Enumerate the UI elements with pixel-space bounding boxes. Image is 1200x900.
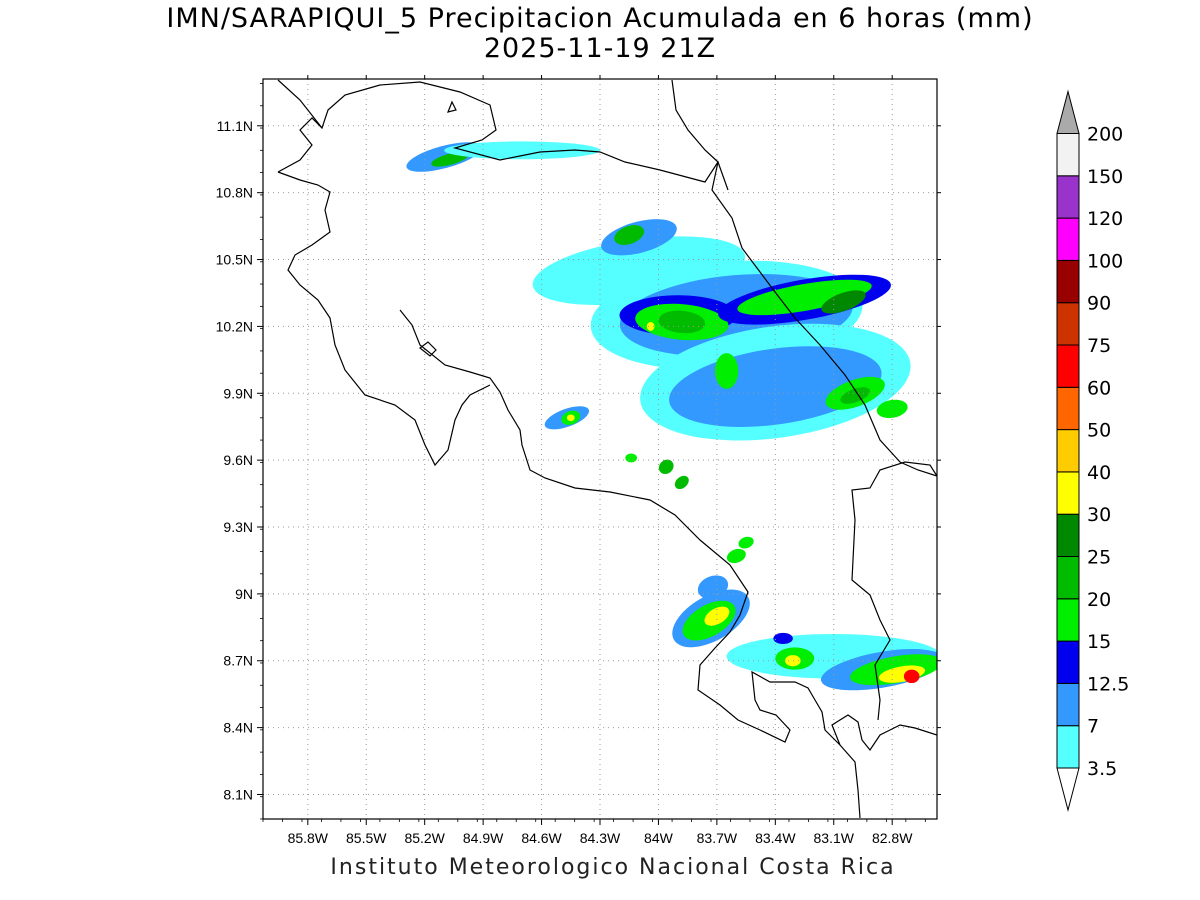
island-north [447, 100, 457, 113]
border-land [671, 79, 719, 163]
precip-cell-level-30 [785, 655, 801, 667]
precip-cell-level-30 [704, 606, 730, 626]
precip-cell-level-30 [646, 321, 655, 331]
precip-cell-level-20 [614, 225, 645, 245]
x-tick-label: 84.9W [463, 830, 504, 846]
coastline-osa [831, 714, 937, 752]
coastline-panama [851, 461, 937, 721]
precip-cell-level-25 [821, 290, 866, 314]
y-tick-label: 9.3N [223, 519, 253, 535]
x-tick-label: 83.1W [814, 830, 855, 846]
y-tick-label: 8.1N [223, 786, 253, 802]
footer-credit: Instituto Meteorologico Nacional Costa R… [330, 855, 896, 880]
y-axis-ticks: 11.1N 10.8N 10.5N 10.2N 9.9N 9.6N 9.3N 9N 8.7N 8.… [216, 83, 941, 820]
precipitation-field [406, 141, 937, 691]
precip-cell-level-15 [726, 548, 746, 564]
colorbar-swatch [1056, 725, 1080, 769]
coastline-north-caribbean [277, 79, 729, 191]
y-tick-label: 8.7N [223, 653, 253, 669]
precip-cell-level-15 [737, 279, 872, 316]
colorbar-swatch [1056, 471, 1080, 515]
y-tick-label: 9.9N [223, 385, 253, 401]
colorbar-swatch [1056, 598, 1080, 642]
x-tick-label: 83.4W [755, 830, 796, 846]
colorbar-swatch [1056, 259, 1080, 304]
precip-cell-level-20 [658, 459, 674, 474]
colorbar-label: 20 [1087, 589, 1111, 611]
precip-cell-level-15 [625, 453, 638, 463]
colorbar-swatch [1056, 133, 1080, 177]
colorbar-label: 12.5 [1087, 673, 1129, 695]
y-tick-label: 10.8N [216, 185, 253, 201]
x-tick-label: 85.8W [288, 830, 329, 846]
x-tick-label: 82.8W [872, 830, 913, 846]
coastline-caribbean-east [711, 161, 937, 477]
colorbar-swatch [1056, 344, 1080, 388]
colorbar: 3.5 7 12.5 15 20 25 30 40 50 60 75 90 100 120 150 200 [1056, 89, 1129, 812]
coastline-pacific-north [277, 117, 491, 467]
colorbar-label: 40 [1087, 462, 1111, 484]
colorbar-label: 25 [1087, 547, 1111, 569]
y-tick-label: 11.1N [217, 118, 253, 134]
colorbar-swatch [1056, 302, 1080, 346]
colorbar-label: 100 [1087, 250, 1123, 272]
colorbar-swatch [1056, 217, 1080, 261]
precip-cell-level-20 [840, 387, 871, 404]
map-subtitle-date: 2025-11-19 21Z [483, 33, 717, 64]
colorbar-swatch [1056, 175, 1080, 219]
colorbar-label: 200 [1087, 124, 1123, 146]
y-tick-label: 9.6N [223, 452, 253, 468]
colorbar-arrow-top [1056, 89, 1080, 134]
colorbar-swatch [1056, 513, 1080, 558]
precip-cell-level-60 [903, 669, 920, 684]
colorbar-label: 75 [1087, 335, 1111, 357]
colorbar-swatch [1056, 429, 1080, 473]
x-tick-label: 83.7W [697, 830, 738, 846]
x-tick-label: 85.5W [346, 830, 387, 846]
grid-lines [263, 79, 937, 819]
precip-cell-level-15 [876, 399, 908, 419]
coastline-nicoya-gulf [399, 309, 861, 819]
colorbar-swatch [1056, 640, 1080, 684]
colorbar-label: 7 [1087, 716, 1099, 738]
colorbar-swatch [1056, 386, 1080, 431]
x-tick-label: 84.6W [521, 830, 562, 846]
precip-cell-level-15 [738, 536, 754, 549]
map-title: IMN/SARAPIQUI_5 Precipitacion Acumulada … [166, 3, 1034, 34]
colorbar-label: 60 [1087, 377, 1111, 399]
colorbar-label: 3.5 [1087, 758, 1117, 780]
precip-cell-level-20 [674, 475, 689, 490]
colorbar-label: 30 [1087, 504, 1111, 526]
y-tick-label: 8.4N [223, 720, 253, 736]
precip-cell-level-12_5 [773, 632, 793, 645]
colorbar-label: 50 [1087, 420, 1111, 442]
coastlines [277, 79, 937, 819]
colorbar-swatch [1056, 556, 1080, 600]
y-tick-label: 9N [235, 586, 253, 602]
colorbar-label: 15 [1087, 631, 1111, 653]
colorbar-arrow-bottom [1056, 767, 1080, 812]
x-tick-label: 84W [644, 830, 674, 846]
y-tick-label: 10.5N [216, 252, 253, 268]
island-nicoya [419, 341, 437, 357]
precip-cell-level-20 [658, 310, 706, 334]
precip-cell-level-30 [566, 414, 575, 422]
x-axis-ticks: 85.8W 85.5W 85.2W 84.9W 84.6W 84.3W 84W 83.7W 83… [262, 75, 926, 846]
y-tick-label: 10.2N [216, 318, 253, 334]
colorbar-label: 90 [1087, 293, 1111, 315]
colorbar-label: 150 [1087, 166, 1123, 188]
x-tick-label: 85.2W [404, 830, 445, 846]
x-tick-label: 84.3W [580, 830, 621, 846]
colorbar-label: 120 [1087, 208, 1123, 230]
precip-cell-level-15 [714, 353, 739, 389]
colorbar-swatch [1056, 682, 1080, 727]
